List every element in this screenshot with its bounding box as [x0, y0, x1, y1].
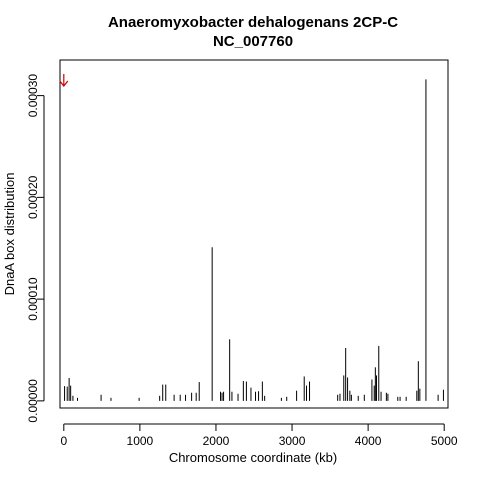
x-axis-label: Chromosome coordinate (kb)	[169, 450, 337, 465]
x-axis: 0 1000 2000 3000 4000 5000	[60, 423, 458, 448]
x-tick-label: 3000	[279, 434, 306, 448]
y-tick-label: 0.00010	[26, 277, 40, 321]
bars-layer	[64, 79, 444, 401]
chart-title: Anaeromyxobacter dehalogenans 2CP-C	[108, 14, 398, 31]
plot-frame	[59, 59, 449, 409]
y-axis-label: DnaA box distribution	[2, 173, 17, 296]
chart-subtitle: NC_007760	[213, 33, 293, 50]
x-tick-label: 1000	[127, 434, 154, 448]
y-tick-label: 0.00000	[26, 379, 40, 423]
origin-marker	[59, 74, 69, 87]
x-tick-label: 4000	[355, 434, 382, 448]
y-axis: 0.00000 0.00010 0.00020 0.00030	[26, 74, 45, 423]
x-tick-label: 0	[60, 434, 67, 448]
y-tick-label: 0.00020	[26, 175, 40, 219]
x-tick-label: 5000	[431, 434, 458, 448]
y-tick-label: 0.00030	[26, 74, 40, 118]
x-tick-label: 2000	[203, 434, 230, 448]
down-arrow-icon-head	[59, 80, 69, 87]
